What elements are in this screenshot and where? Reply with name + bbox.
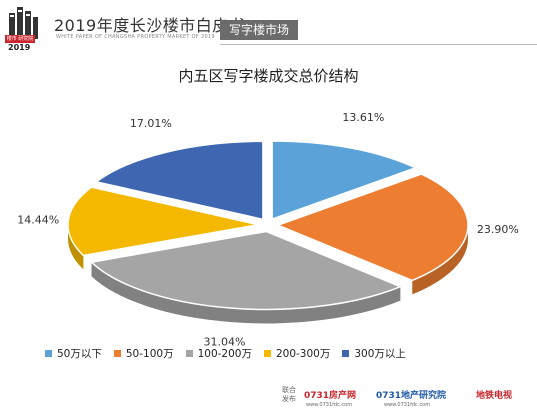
section-tag: 写字楼市场 bbox=[220, 20, 299, 40]
pie-data-label-4: 14.44% bbox=[17, 213, 59, 226]
publisher-footer: 联合发布 0731房产网 www.0731fdc.com 0731地产研究院 w… bbox=[0, 378, 537, 418]
report-header: 楼市 研究院 2019 2019年度长沙楼市白皮书 WHITE PAPER OF… bbox=[0, 0, 537, 52]
pie-slice-3 bbox=[89, 230, 403, 311]
legend-swatch bbox=[113, 349, 121, 357]
pie-slice-5 bbox=[94, 140, 264, 221]
legend-label: 100-200万 bbox=[197, 347, 252, 360]
publisher-logo-research-url: www.0731fdc.com bbox=[384, 402, 431, 408]
legend-label: 50万以下 bbox=[57, 347, 102, 360]
legend-label: 200-300万 bbox=[275, 347, 331, 360]
pie-slice-2 bbox=[275, 173, 469, 282]
legend-item-1: 50万以下 bbox=[45, 346, 102, 361]
building-logo-icon bbox=[9, 7, 38, 39]
legend-item-3: 100-200万 bbox=[185, 346, 252, 361]
publisher-logo-metro-tv: 地铁电视 bbox=[476, 391, 513, 401]
legend-item-4: 200-300万 bbox=[263, 346, 331, 361]
legend-item-2: 50-100万 bbox=[113, 346, 174, 361]
pie-slice-1 bbox=[271, 140, 418, 221]
publisher-logo-0731fdc-url: www.0731fdc.com bbox=[306, 402, 353, 408]
joint-publish-label: 联合发布 bbox=[282, 386, 296, 403]
legend-swatch bbox=[185, 349, 193, 357]
legend-item-5: 300万以上 bbox=[342, 346, 406, 361]
logo-year: 2019 bbox=[8, 43, 31, 52]
legend-label: 50-100万 bbox=[125, 347, 174, 360]
legend-label: 300万以上 bbox=[354, 347, 406, 360]
pie-slice-4 bbox=[67, 186, 259, 257]
legend-swatch bbox=[342, 349, 350, 357]
report-title: 2019年度长沙楼市白皮书 bbox=[54, 16, 246, 35]
pie-slice-side-2 bbox=[412, 225, 468, 295]
logo-label: 楼市 研究院 bbox=[5, 35, 35, 43]
pie-data-label-1: 13.61% bbox=[342, 111, 384, 124]
header-divider bbox=[220, 44, 537, 45]
publisher-logo-0731fdc: 0731房产网 bbox=[304, 391, 357, 401]
pie-data-label-5: 17.01% bbox=[130, 117, 172, 130]
chart-title: 内五区写字楼成交总价结构 bbox=[178, 67, 359, 85]
publisher-logo-research: 0731地产研究院 bbox=[376, 391, 447, 401]
legend-swatch bbox=[263, 349, 271, 357]
pie-data-label-3: 31.04% bbox=[203, 335, 245, 348]
pie-data-label-2: 23.90% bbox=[477, 223, 519, 236]
chart-legend: 50万以下 50-100万 100-200万 200-300万 300万以上 bbox=[45, 344, 505, 362]
legend-swatch bbox=[45, 349, 52, 357]
pie-slice-side-3 bbox=[91, 262, 401, 324]
report-subtitle: WHITE PAPER OF CHANGSHA PROPERTY MARKET … bbox=[56, 34, 215, 40]
